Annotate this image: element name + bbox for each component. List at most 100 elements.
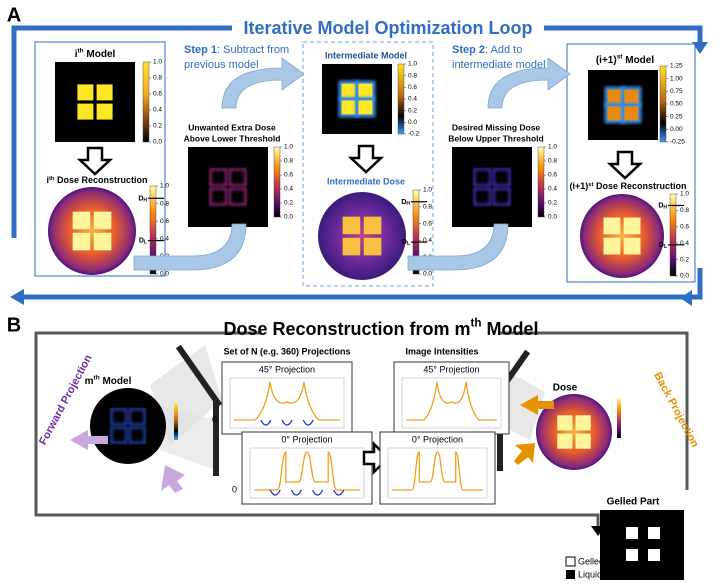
square [72,232,91,251]
label: 0° Projection [412,434,463,444]
label: Iterative Model Optimization Loop [243,18,532,38]
square [358,100,373,115]
outline [492,168,511,187]
label: 0.4 [423,237,432,244]
curved-arrow [407,223,509,271]
outline [128,408,146,426]
label: 0.2 [284,200,293,207]
square [607,89,622,104]
gelled-square [648,527,660,539]
legend-swatch [565,556,576,567]
label-sub: H [406,201,410,207]
curved-arrow [221,57,305,109]
colorbar [617,398,621,438]
model-image [55,62,135,142]
label-sup: th [94,374,100,381]
plot-area [229,377,345,429]
label: 0.50 [670,101,683,108]
square [358,83,373,98]
label-part: D [138,195,143,202]
label-sub: H [143,198,147,204]
label-sup: th [471,317,482,330]
curved-arrow [133,223,247,271]
label: 1.0 [153,59,162,66]
square [575,415,591,431]
square [603,237,621,255]
label: 1.0 [160,183,169,190]
label: 0.4 [680,240,689,247]
square [96,103,113,120]
arrow-head [692,42,708,54]
plot-area [387,447,488,499]
label: A [7,4,21,26]
square [341,100,356,115]
label: 0.75 [670,88,683,95]
step-label: Step 2: Add to [452,44,522,56]
label-part: D [139,237,144,244]
label-part: D [401,199,406,206]
label: Dose [553,383,578,394]
square [557,415,573,431]
label-sub: L [664,244,667,250]
proj-arrow [70,430,108,450]
label-sub: H [663,205,667,211]
label: mth Model [85,374,132,386]
dose-image [48,187,136,275]
label: -0.25 [670,139,685,146]
label: Gelled Part [607,497,660,508]
label: 0.6 [423,220,432,227]
outline [209,168,228,187]
colorbar [537,146,545,218]
label-part: Dose Reconstruction [593,181,686,191]
curved-arrow [487,57,571,109]
label: previous model [184,59,259,71]
square [93,232,112,251]
label: 0.6 [160,218,169,225]
colorbar [273,146,281,218]
label: Liquid [578,569,602,579]
plot-area [249,447,365,499]
gelled-image [600,510,684,580]
label: 0.8 [408,72,417,79]
arrow [606,150,644,180]
colorbar [174,404,178,440]
step-name: Step 2 [452,44,485,56]
label-part: m [85,376,94,387]
plot-line [406,381,497,421]
detector [213,400,219,476]
model-image [452,147,532,227]
label-part: Model [100,376,132,387]
label: -0.2 [408,131,420,138]
label: 1.0 [680,191,689,198]
label-part: Model [622,55,654,66]
label-sub: L [144,240,147,246]
threshold-label: DL [139,237,147,245]
label: 0.8 [680,207,689,214]
step-text: : Subtract from [217,44,289,56]
label: (i+1)st Model [596,53,655,65]
label: 0.2 [548,200,557,207]
outline [110,426,128,444]
frame [34,331,600,528]
loop-arrow [24,268,703,300]
legend-swatch [566,570,575,579]
label: 0.6 [408,84,417,91]
plot-frame [393,361,510,435]
plot-line [234,381,340,421]
arrow [76,146,114,176]
label: ith Dose Reconstruction [46,175,147,185]
label-sup: th [77,47,83,54]
label: 0.8 [160,200,169,207]
label: 0.0 [408,119,417,126]
colorbar [142,61,150,143]
plot-frame [241,431,373,505]
square [342,237,361,256]
colorbar [397,63,405,135]
arrow-head [680,290,692,306]
model-image [90,388,166,464]
label-sup: th [49,175,55,181]
step-text: : Add to [485,44,522,56]
label-part: i [75,49,78,60]
label: (i+1)st Dose Reconstruction [570,181,687,191]
label-part: Model [482,319,539,339]
